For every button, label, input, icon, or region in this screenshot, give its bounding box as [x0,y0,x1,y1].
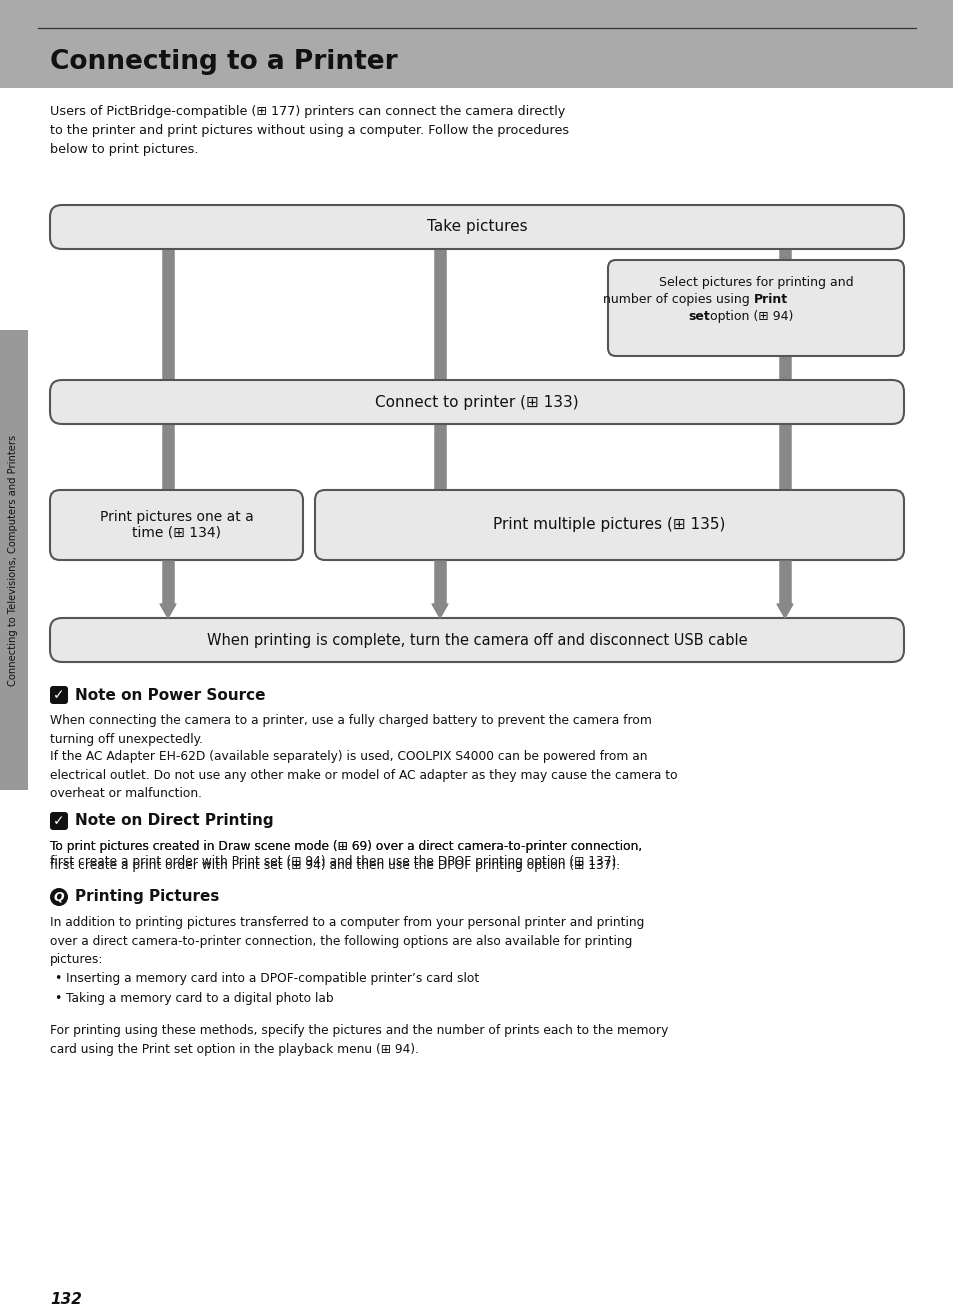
Text: set: set [687,310,709,323]
Text: Print multiple pictures (⊞ 135): Print multiple pictures (⊞ 135) [493,518,725,532]
FancyBboxPatch shape [50,205,903,248]
Text: 132: 132 [50,1292,82,1307]
Text: time (⊞ 134): time (⊞ 134) [132,526,221,540]
Text: Print: Print [753,293,787,306]
FancyBboxPatch shape [50,618,903,662]
Text: ✓: ✓ [53,689,65,702]
Text: Taking a memory card to a digital photo lab: Taking a memory card to a digital photo … [66,992,334,1005]
Text: first create a print order with Print set (⊞ 94) and then use the DPOF printing : first create a print order with Print se… [50,855,619,869]
FancyBboxPatch shape [314,490,903,560]
Text: Print pictures one at a: Print pictures one at a [99,510,253,524]
Text: When printing is complete, turn the camera off and disconnect USB cable: When printing is complete, turn the came… [207,632,746,648]
Text: number of copies using: number of copies using [602,293,753,306]
FancyBboxPatch shape [607,260,903,356]
FancyBboxPatch shape [50,380,903,424]
Circle shape [50,888,68,905]
Text: Users of PictBridge-compatible (⊞ 177) printers can connect the camera directly
: Users of PictBridge-compatible (⊞ 177) p… [50,105,569,156]
Text: If the AC Adapter EH-62D (available separately) is used, COOLPIX S4000 can be po: If the AC Adapter EH-62D (available sepa… [50,750,677,800]
Text: To print pictures created in Draw scene mode (⊞ 69) over a direct camera-to-prin: To print pictures created in Draw scene … [50,840,641,871]
Text: Q: Q [53,891,64,904]
Text: option (⊞ 94): option (⊞ 94) [705,310,793,323]
Text: Inserting a memory card into a DPOF-compatible printer’s card slot: Inserting a memory card into a DPOF-comp… [66,972,478,986]
Text: Take pictures: Take pictures [426,219,527,234]
Text: Connect to printer (⊞ 133): Connect to printer (⊞ 133) [375,394,578,410]
Bar [0,0,953,88]
Polygon shape [432,604,448,618]
Text: ✓: ✓ [53,813,65,828]
FancyBboxPatch shape [50,686,68,704]
Text: Connecting to a Printer: Connecting to a Printer [50,49,397,75]
Polygon shape [776,604,792,618]
Text: Note on Direct Printing: Note on Direct Printing [75,813,274,829]
Text: •: • [54,972,61,986]
Text: To print pictures created in Draw scene mode (⊞ 69) over a direct camera-to-prin: To print pictures created in Draw scene … [50,840,641,853]
Text: Connecting to Televisions, Computers and Printers: Connecting to Televisions, Computers and… [8,435,18,686]
Text: Printing Pictures: Printing Pictures [75,890,219,904]
FancyBboxPatch shape [50,490,303,560]
Text: Note on Power Source: Note on Power Source [75,687,265,703]
Text: In addition to printing pictures transferred to a computer from your personal pr: In addition to printing pictures transfe… [50,916,643,966]
Text: Select pictures for printing and: Select pictures for printing and [658,276,852,289]
Text: •: • [54,992,61,1005]
Text: For printing using these methods, specify the pictures and the number of prints : For printing using these methods, specif… [50,1024,668,1055]
FancyBboxPatch shape [50,812,68,830]
Bar [0,330,28,790]
Polygon shape [160,604,175,618]
Text: When connecting the camera to a printer, use a fully charged battery to prevent : When connecting the camera to a printer,… [50,714,651,745]
